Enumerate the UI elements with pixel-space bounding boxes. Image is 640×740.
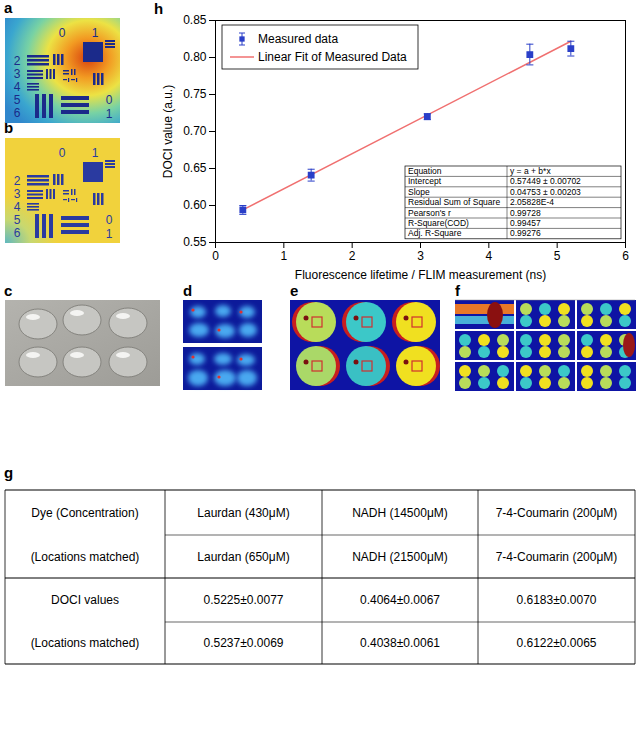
svg-text:0.6183±0.0070: 0.6183±0.0070 (517, 593, 597, 607)
svg-text:3: 3 (14, 187, 21, 201)
svg-text:Linear Fit of Measured Data: Linear Fit of Measured Data (258, 50, 407, 64)
svg-text:DOCI values: DOCI values (51, 593, 119, 607)
svg-text:6: 6 (14, 106, 21, 120)
svg-text:h: h (154, 0, 163, 17)
svg-text:Residual Sum of Square: Residual Sum of Square (408, 197, 500, 207)
svg-text:7-4-Coumarin (200μM): 7-4-Coumarin (200μM) (496, 550, 618, 564)
svg-text:e: e (290, 282, 298, 299)
svg-text:Laurdan (430μM): Laurdan (430μM) (197, 506, 289, 520)
svg-text:Equation: Equation (408, 166, 442, 176)
svg-text:R-Square(COD): R-Square(COD) (408, 218, 469, 228)
svg-text:g: g (4, 464, 13, 481)
svg-text:1: 1 (92, 26, 99, 40)
svg-text:3: 3 (417, 249, 424, 263)
svg-text:DOCI value (a.u.): DOCI value (a.u.) (161, 85, 175, 178)
svg-text:6: 6 (622, 249, 629, 263)
svg-text:5: 5 (14, 213, 21, 227)
svg-text:Intercept: Intercept (408, 176, 442, 186)
svg-text:4: 4 (14, 200, 21, 214)
svg-text:a: a (4, 0, 13, 16)
svg-text:(Locations matched): (Locations matched) (31, 550, 140, 564)
svg-text:0.5237±0.0069: 0.5237±0.0069 (204, 636, 284, 650)
svg-text:4: 4 (485, 249, 492, 263)
svg-text:b: b (4, 119, 14, 136)
svg-text:0.80: 0.80 (183, 50, 207, 64)
svg-text:0.57449 ± 0.00702: 0.57449 ± 0.00702 (510, 176, 581, 186)
svg-text:1: 1 (106, 107, 113, 121)
svg-text:1: 1 (106, 227, 113, 241)
svg-text:Measured data: Measured data (258, 32, 338, 46)
svg-text:2.05828E-4: 2.05828E-4 (510, 197, 554, 207)
svg-text:0.6122±0.0065: 0.6122±0.0065 (517, 636, 597, 650)
svg-text:7-4-Coumarin (200μM): 7-4-Coumarin (200μM) (496, 506, 618, 520)
svg-text:0.04753 ± 0.00203: 0.04753 ± 0.00203 (510, 187, 581, 197)
svg-text:Pearson's r: Pearson's r (408, 208, 451, 218)
svg-text:0.99276: 0.99276 (510, 228, 541, 238)
svg-text:5: 5 (554, 249, 561, 263)
svg-text:0.99457: 0.99457 (510, 218, 541, 228)
svg-text:2: 2 (14, 54, 21, 68)
svg-text:Laurdan (650μM): Laurdan (650μM) (197, 550, 289, 564)
svg-text:0.85: 0.85 (183, 13, 207, 27)
svg-text:y = a + b*x: y = a + b*x (510, 166, 551, 176)
svg-text:0.5225±0.0077: 0.5225±0.0077 (204, 593, 284, 607)
svg-text:d: d (183, 282, 192, 299)
svg-text:0.4064±0.0067: 0.4064±0.0067 (360, 593, 440, 607)
svg-text:0: 0 (106, 93, 113, 107)
svg-text:0.55: 0.55 (183, 235, 207, 249)
svg-text:Dye (Concentration): Dye (Concentration) (31, 506, 138, 520)
svg-text:0.99728: 0.99728 (510, 208, 541, 218)
svg-text:Slope: Slope (408, 187, 430, 197)
svg-text:3: 3 (14, 67, 21, 81)
svg-text:2: 2 (14, 174, 21, 188)
svg-text:NADH (21500μM): NADH (21500μM) (352, 550, 448, 564)
svg-text:0.70: 0.70 (183, 124, 207, 138)
svg-text:2: 2 (349, 249, 356, 263)
svg-text:0.65: 0.65 (183, 161, 207, 175)
svg-text:0.75: 0.75 (183, 87, 207, 101)
svg-text:1: 1 (92, 146, 99, 160)
svg-text:Fluorescence lifetime / FLIM m: Fluorescence lifetime / FLIM measurement… (295, 268, 546, 282)
svg-text:0: 0 (106, 213, 113, 227)
svg-text:6: 6 (14, 226, 21, 240)
svg-text:0: 0 (59, 26, 66, 40)
svg-text:4: 4 (14, 80, 21, 94)
svg-text:0: 0 (212, 249, 219, 263)
svg-text:c: c (4, 282, 12, 299)
svg-text:1: 1 (280, 249, 287, 263)
svg-text:5: 5 (14, 93, 21, 107)
svg-text:0: 0 (59, 146, 66, 160)
svg-text:(Locations matched): (Locations matched) (31, 636, 140, 650)
svg-text:Adj. R-Square: Adj. R-Square (408, 228, 462, 238)
svg-text:f: f (455, 282, 461, 299)
svg-text:NADH (14500μM): NADH (14500μM) (352, 506, 448, 520)
svg-text:0.60: 0.60 (183, 198, 207, 212)
svg-text:0.4038±0.0061: 0.4038±0.0061 (360, 636, 440, 650)
